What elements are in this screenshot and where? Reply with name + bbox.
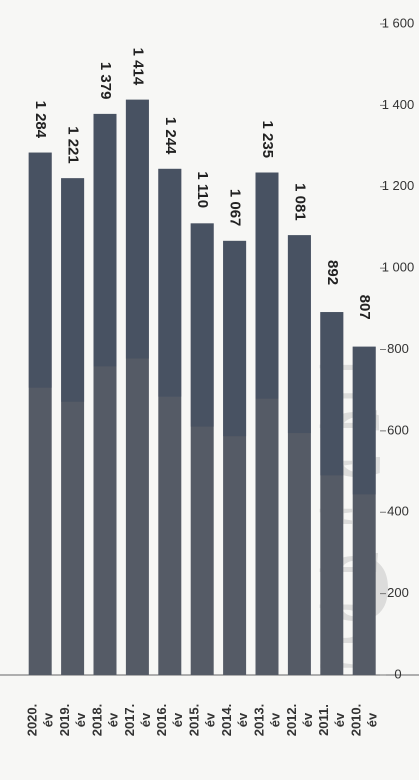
category-unit: év: [105, 712, 120, 727]
category-year: 2018.: [89, 704, 104, 737]
bar-highlight: [255, 172, 279, 399]
value-axis: 0 200 400 600 800 1 000 1 200 1 400 1 600: [380, 15, 414, 681]
category-year: 2016.: [154, 704, 169, 737]
tick-label: 0: [394, 666, 401, 681]
bar-highlight: [61, 178, 85, 402]
tick-label: 1 400: [382, 97, 415, 112]
category-year: 2017.: [122, 704, 137, 737]
tick-label: 200: [387, 585, 409, 600]
tick-label: 400: [387, 504, 409, 519]
category-year: 2015.: [187, 704, 202, 737]
data-label: 1 067: [227, 189, 244, 227]
category-year: 2013.: [251, 704, 266, 737]
bar-highlight: [28, 152, 52, 388]
category-unit: év: [235, 712, 250, 727]
bar-highlight: [320, 312, 344, 476]
category-unit: év: [365, 712, 380, 727]
category-year: 2012.: [284, 704, 299, 737]
category-unit: év: [73, 712, 88, 727]
category-unit: év: [138, 712, 153, 727]
category-unit: év: [170, 712, 185, 727]
data-label: 892: [324, 260, 341, 285]
category-unit: év: [41, 712, 56, 727]
data-label: 1 081: [291, 183, 308, 221]
bar-highlight: [352, 346, 376, 495]
bar-highlight: [158, 168, 182, 397]
tick-label: 1 200: [382, 178, 415, 193]
bars: [28, 99, 376, 675]
bar-highlight: [93, 113, 117, 367]
category-unit: év: [203, 712, 218, 727]
bar-highlight: [287, 235, 311, 434]
category-year: 2014.: [219, 704, 234, 737]
data-label: 1 235: [259, 121, 276, 159]
category-year: 2011.: [316, 704, 331, 736]
tick-label: 600: [387, 422, 409, 437]
data-label: 1 244: [162, 117, 179, 155]
category-unit: év: [332, 712, 347, 727]
category-year: 2020.: [25, 704, 40, 737]
data-label: 1 221: [65, 126, 82, 164]
tick-label: 1 600: [382, 15, 415, 30]
bar-highlight: [223, 240, 247, 437]
category-year: 2010.: [349, 704, 364, 737]
category-year: 2019.: [57, 704, 72, 737]
data-labels: 807 892 1 081 1 235 1 067 1 110 1 244 1 414 1 37…: [32, 48, 373, 320]
tick-label: 800: [387, 341, 409, 356]
bar-highlight: [190, 223, 214, 427]
category-unit: év: [267, 712, 282, 727]
data-label: 1 414: [129, 48, 146, 86]
tick-label: 1 000: [382, 260, 415, 275]
category-unit: év: [300, 712, 315, 727]
data-label: 807: [356, 295, 373, 320]
data-label: 1 379: [97, 62, 114, 100]
bar-highlight: [125, 99, 149, 359]
data-label: 1 284: [32, 101, 49, 139]
data-label: 1 110: [194, 171, 211, 208]
